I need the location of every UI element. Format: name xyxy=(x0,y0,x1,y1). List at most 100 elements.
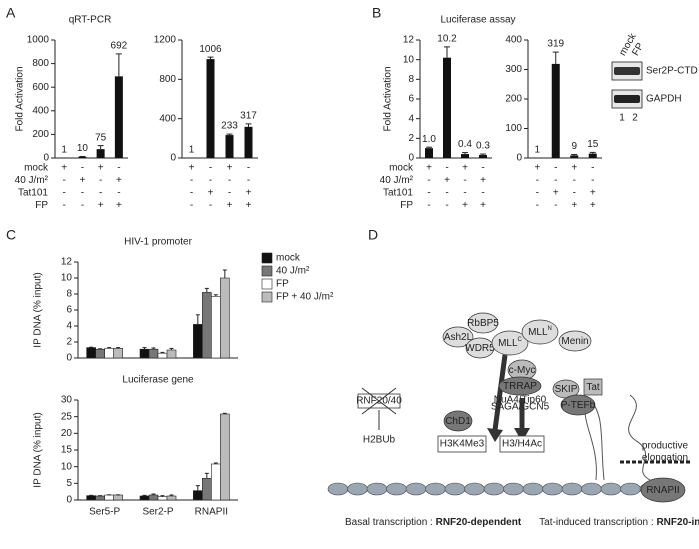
note: productive xyxy=(642,441,689,452)
condition-sign: + xyxy=(98,163,104,174)
nucleosome xyxy=(600,482,622,496)
condition-label: FP xyxy=(400,200,413,211)
bar xyxy=(220,413,230,501)
error-bar xyxy=(115,53,122,77)
y-tick-label: 6 xyxy=(408,94,414,105)
error-bar xyxy=(213,462,218,464)
condition-sign: - xyxy=(247,175,250,186)
y-tick-label: 800 xyxy=(32,58,49,69)
condition-sign: + xyxy=(246,188,252,199)
cross xyxy=(361,387,397,415)
bar xyxy=(220,277,230,359)
condition-sign: - xyxy=(62,188,65,199)
value-label: 75 xyxy=(95,132,107,143)
nucleosome xyxy=(522,482,544,496)
y-tick-label: 200 xyxy=(505,94,522,105)
condition-sign: - xyxy=(247,163,250,174)
error-bar xyxy=(107,347,112,349)
condition-sign: + xyxy=(480,200,486,211)
bar xyxy=(202,292,212,359)
blot-band xyxy=(614,95,640,103)
legend-swatch xyxy=(261,252,273,264)
big-arrow xyxy=(492,354,508,431)
y-tick-label: 100 xyxy=(505,123,522,134)
condition-sign: - xyxy=(117,163,120,174)
legend-swatch xyxy=(261,291,273,303)
protein xyxy=(442,326,474,348)
note: H2BUb xyxy=(363,435,396,446)
error-bar xyxy=(204,287,209,293)
condition-sign: + xyxy=(571,200,577,211)
protein-label: c-Myc xyxy=(509,365,536,376)
chart-title: HIV-1 promoter xyxy=(124,237,192,248)
bar xyxy=(588,153,597,158)
condition-label: mock xyxy=(24,163,49,174)
protein-label: Menin xyxy=(561,336,588,347)
box-label: H3/H4Ac xyxy=(502,439,542,450)
box-label: H3K4Me3 xyxy=(440,439,485,450)
nucleosome xyxy=(561,482,583,496)
y-tick-label: 4 xyxy=(66,321,72,332)
condition-sign: + xyxy=(227,163,233,174)
y-tick-label: 400 xyxy=(505,35,522,46)
condition-sign: - xyxy=(427,175,430,186)
y-tick-label: 600 xyxy=(32,82,49,93)
error-bar xyxy=(160,351,165,354)
protein xyxy=(521,319,559,345)
y-axis-label: Fold Activation xyxy=(15,66,26,131)
value-label: 233 xyxy=(221,121,238,132)
error-bar xyxy=(213,294,218,297)
nucleosome xyxy=(444,482,466,496)
condition-sign: + xyxy=(116,200,122,211)
condition-sign: + xyxy=(227,200,233,211)
bar xyxy=(148,494,159,501)
bar xyxy=(443,57,451,159)
y-tick-label: 6 xyxy=(66,305,72,316)
protein-label: WDR5 xyxy=(465,343,495,354)
legend-label: FP xyxy=(276,279,289,290)
bar xyxy=(193,324,203,359)
y-tick-label: 8 xyxy=(408,74,414,85)
error-bar xyxy=(97,145,104,150)
legend-label: FP + 40 J/m² xyxy=(276,292,334,303)
nucleosome xyxy=(405,482,427,496)
condition-sign: - xyxy=(481,188,484,199)
y-tick-label: 15 xyxy=(61,445,73,456)
bar xyxy=(157,496,168,501)
condition-sign: - xyxy=(81,163,84,174)
protein-name: SKIP xyxy=(555,384,578,395)
panel-label: B xyxy=(372,5,381,21)
protein xyxy=(640,477,686,503)
condition-sign: + xyxy=(208,188,214,199)
y-tick-label: 1000 xyxy=(27,35,50,46)
note: NuA4/Tip60 xyxy=(494,395,547,406)
error-bar xyxy=(142,494,147,496)
condition-sign: + xyxy=(444,175,450,186)
blot-band xyxy=(614,67,640,75)
bar xyxy=(211,463,221,501)
nucleosome xyxy=(347,482,368,496)
error-bar xyxy=(160,495,165,497)
y-tick-label: 2 xyxy=(66,337,72,348)
y-tick-label: 20 xyxy=(61,428,73,439)
condition-sign: - xyxy=(591,163,594,174)
condition-sign: - xyxy=(591,175,594,186)
value-label: 0.3 xyxy=(476,141,490,152)
protein-label: ChD1 xyxy=(445,416,471,427)
y-tick-label: 0 xyxy=(408,153,414,164)
condition-sign: + xyxy=(462,163,468,174)
value-label: 1006 xyxy=(199,44,222,55)
bar xyxy=(461,154,469,158)
value-label: 0.4 xyxy=(458,139,472,150)
panel-label: C xyxy=(6,227,16,243)
bar xyxy=(225,135,234,158)
protein xyxy=(467,312,499,334)
value-label: 10.2 xyxy=(437,34,457,45)
legend-swatch xyxy=(261,278,273,290)
note: elongation xyxy=(642,453,688,464)
bar xyxy=(139,348,150,359)
y-tick-label: 1200 xyxy=(154,35,177,46)
protein-name: ChD1 xyxy=(445,416,471,427)
condition-sign: + xyxy=(61,163,67,174)
